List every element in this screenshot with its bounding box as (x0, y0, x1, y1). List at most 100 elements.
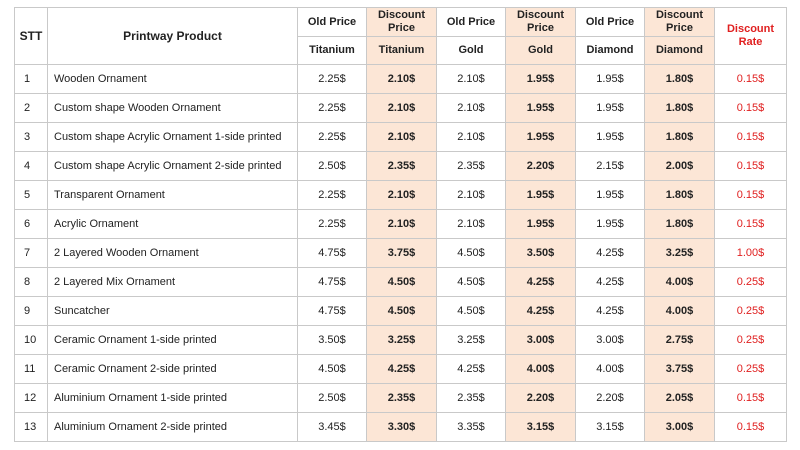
cell-gold-discount-price: 3.00$ (505, 325, 576, 355)
cell-gold-old-price: 4.50$ (436, 296, 506, 326)
price-table: STT Printway Product Old Price Discount … (14, 7, 787, 442)
header-tier-diamond-discount: Diamond (644, 36, 715, 65)
cell-diamond-discount-price: 3.00$ (644, 412, 715, 442)
cell-titanium-old-price: 2.25$ (297, 122, 367, 152)
cell-product: Custom shape Acrylic Ornament 2-side pri… (47, 151, 298, 181)
cell-stt: 2 (14, 93, 48, 123)
header-old-price-gold: Old Price (436, 7, 506, 37)
cell-gold-old-price: 2.10$ (436, 93, 506, 123)
header-tier-gold-discount: Gold (505, 36, 576, 65)
header-old-price-titanium: Old Price (297, 7, 367, 37)
cell-titanium-old-price: 4.75$ (297, 238, 367, 268)
cell-gold-old-price: 3.35$ (436, 412, 506, 442)
cell-gold-old-price: 2.10$ (436, 180, 506, 210)
cell-stt: 3 (14, 122, 48, 152)
cell-discount-rate: 0.15$ (714, 209, 787, 239)
table-row: 6 Acrylic Ornament 2.25$ 2.10$ 2.10$ 1.95$ 1.9… (14, 209, 787, 239)
cell-product: Transparent Ornament (47, 180, 298, 210)
cell-product: Aluminium Ornament 2-side printed (47, 412, 298, 442)
header-discount-price-diamond: Discount Price (644, 7, 715, 37)
cell-titanium-discount-price: 2.35$ (366, 383, 437, 413)
cell-product: Ceramic Ornament 1-side printed (47, 325, 298, 355)
cell-discount-rate: 0.25$ (714, 296, 787, 326)
cell-titanium-old-price: 2.25$ (297, 93, 367, 123)
cell-titanium-old-price: 4.50$ (297, 354, 367, 384)
cell-diamond-discount-price: 3.75$ (644, 354, 715, 384)
header-discount-price-gold: Discount Price (505, 7, 576, 37)
cell-diamond-discount-price: 2.05$ (644, 383, 715, 413)
cell-product: Suncatcher (47, 296, 298, 326)
cell-diamond-old-price: 1.95$ (575, 93, 645, 123)
cell-stt: 8 (14, 267, 48, 297)
cell-stt: 5 (14, 180, 48, 210)
cell-titanium-discount-price: 2.10$ (366, 180, 437, 210)
cell-gold-discount-price: 4.25$ (505, 296, 576, 326)
cell-diamond-discount-price: 1.80$ (644, 64, 715, 94)
cell-gold-discount-price: 4.25$ (505, 267, 576, 297)
cell-stt: 10 (14, 325, 48, 355)
cell-gold-discount-price: 1.95$ (505, 180, 576, 210)
cell-diamond-old-price: 4.25$ (575, 296, 645, 326)
cell-diamond-discount-price: 4.00$ (644, 296, 715, 326)
cell-diamond-old-price: 1.95$ (575, 180, 645, 210)
cell-diamond-old-price: 4.00$ (575, 354, 645, 384)
cell-titanium-old-price: 2.25$ (297, 209, 367, 239)
cell-diamond-old-price: 3.15$ (575, 412, 645, 442)
cell-titanium-old-price: 2.25$ (297, 180, 367, 210)
header-discount-price-titanium: Discount Price (366, 7, 437, 37)
cell-stt: 9 (14, 296, 48, 326)
table-row: 10 Ceramic Ornament 1-side printed 3.50$ 3.… (14, 325, 787, 355)
header-tier-row: Titanium Titanium Gold Gold Diamond Diam… (15, 36, 787, 65)
cell-gold-old-price: 2.10$ (436, 209, 506, 239)
cell-diamond-old-price: 1.95$ (575, 122, 645, 152)
cell-gold-discount-price: 2.20$ (505, 383, 576, 413)
table-row: 9 Suncatcher 4.75$ 4.50$ 4.50$ 4.25$ 4.25$ 4.00… (14, 296, 787, 326)
cell-titanium-old-price: 2.50$ (297, 151, 367, 181)
cell-stt: 6 (14, 209, 48, 239)
header-old-price-diamond: Old Price (575, 7, 645, 37)
cell-diamond-old-price: 2.15$ (575, 151, 645, 181)
cell-discount-rate: 0.15$ (714, 412, 787, 442)
cell-discount-rate: 0.15$ (714, 383, 787, 413)
table-row: 4 Custom shape Acrylic Ornament 2-side pr… (14, 151, 787, 181)
cell-stt: 1 (14, 64, 48, 94)
cell-discount-rate: 0.15$ (714, 151, 787, 181)
cell-gold-discount-price: 1.95$ (505, 122, 576, 152)
cell-stt: 11 (14, 354, 48, 384)
header-discount-rate: Discount Rate (714, 7, 787, 65)
cell-gold-discount-price: 1.95$ (505, 209, 576, 239)
cell-product: Custom shape Wooden Ornament (47, 93, 298, 123)
cell-product: Aluminium Ornament 1-side printed (47, 383, 298, 413)
cell-gold-old-price: 2.10$ (436, 64, 506, 94)
cell-gold-discount-price: 1.95$ (505, 93, 576, 123)
cell-gold-old-price: 4.50$ (436, 267, 506, 297)
header-product: Printway Product (47, 7, 298, 65)
cell-titanium-discount-price: 2.10$ (366, 64, 437, 94)
cell-gold-discount-price: 3.15$ (505, 412, 576, 442)
cell-titanium-old-price: 3.45$ (297, 412, 367, 442)
cell-gold-discount-price: 4.00$ (505, 354, 576, 384)
cell-discount-rate: 0.25$ (714, 267, 787, 297)
cell-diamond-discount-price: 4.00$ (644, 267, 715, 297)
cell-titanium-discount-price: 3.25$ (366, 325, 437, 355)
cell-stt: 7 (14, 238, 48, 268)
cell-diamond-discount-price: 2.75$ (644, 325, 715, 355)
cell-gold-discount-price: 3.50$ (505, 238, 576, 268)
cell-diamond-old-price: 4.25$ (575, 267, 645, 297)
cell-diamond-old-price: 1.95$ (575, 209, 645, 239)
cell-discount-rate: 0.15$ (714, 93, 787, 123)
cell-titanium-old-price: 4.75$ (297, 296, 367, 326)
table-row: 5 Transparent Ornament 2.25$ 2.10$ 2.10$ 1.95… (14, 180, 787, 210)
table-header: STT Printway Product Old Price Discount … (14, 7, 787, 65)
table-body: 1 Wooden Ornament 2.25$ 2.10$ 2.10$ 1.95$ 1.95… (14, 64, 787, 442)
table-row: 3 Custom shape Acrylic Ornament 1-side pr… (14, 122, 787, 152)
cell-titanium-discount-price: 4.50$ (366, 296, 437, 326)
cell-gold-old-price: 3.25$ (436, 325, 506, 355)
table-row: 12 Aluminium Ornament 1-side printed 2.50$… (14, 383, 787, 413)
price-table-container: STT Printway Product Old Price Discount … (14, 7, 787, 442)
cell-gold-old-price: 2.10$ (436, 122, 506, 152)
cell-product: 2 Layered Mix Ornament (47, 267, 298, 297)
cell-titanium-discount-price: 2.10$ (366, 93, 437, 123)
cell-discount-rate: 0.15$ (714, 64, 787, 94)
